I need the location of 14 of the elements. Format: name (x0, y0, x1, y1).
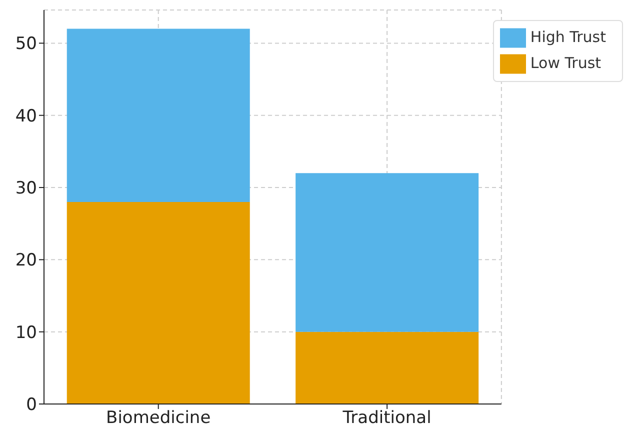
bar (66, 28, 250, 202)
legend-label: High Trust (530, 28, 606, 46)
y-tick-label: 10 (15, 322, 37, 343)
bar (296, 173, 479, 332)
y-tick-label: 0 (26, 395, 37, 416)
y-tick-label: 40 (15, 106, 37, 126)
legend-label: Low Trust (530, 54, 602, 72)
y-tick-label: 30 (15, 178, 37, 199)
x-tick-label: Biomedicine (106, 408, 211, 428)
y-tick-label: 50 (15, 34, 37, 54)
x-tick-label: Traditional (342, 408, 432, 428)
y-tick-label: 20 (15, 250, 37, 271)
bar (296, 332, 479, 404)
bar (66, 202, 250, 404)
